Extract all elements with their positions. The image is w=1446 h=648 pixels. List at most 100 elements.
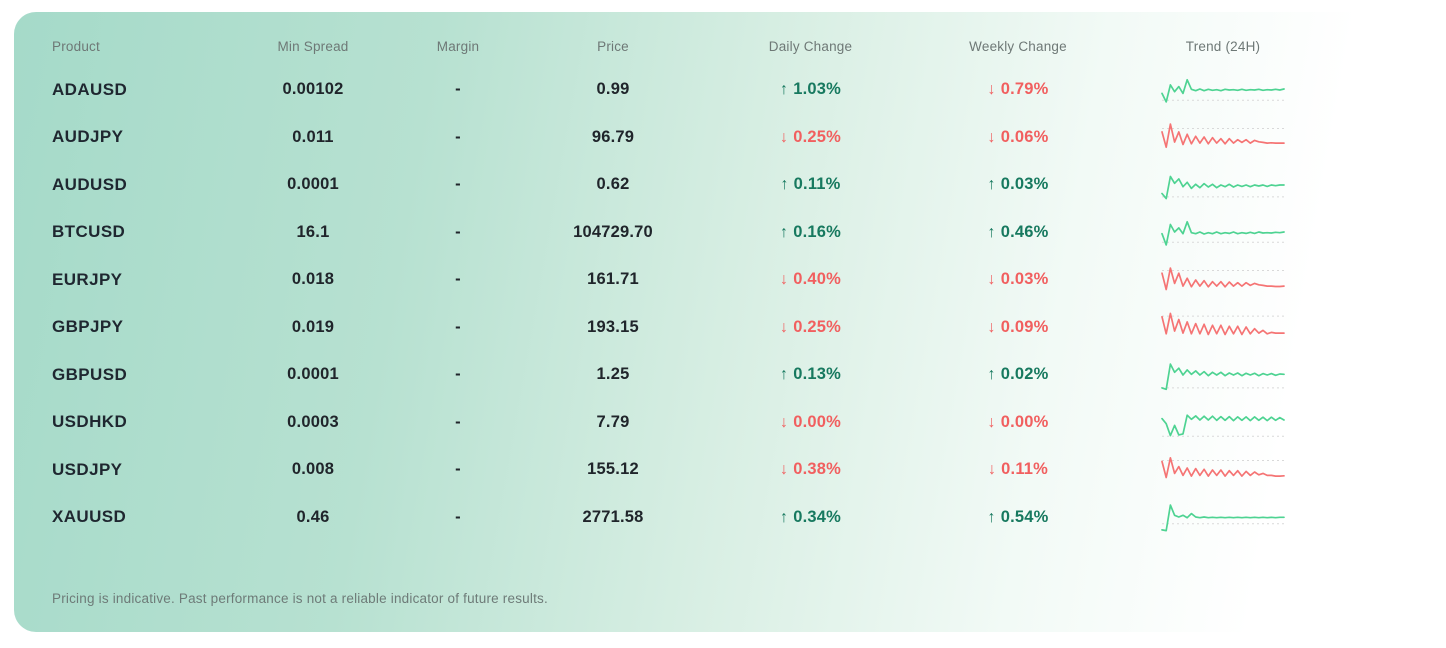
min-spread-value: 0.018 bbox=[291, 270, 335, 289]
change-value: 1.03% bbox=[793, 80, 841, 99]
change-value: 0.09% bbox=[1000, 317, 1049, 336]
column-header-min-spread: Min Spread bbox=[277, 38, 349, 54]
arrow-down-icon: ↓ bbox=[780, 318, 789, 336]
daily-change: ↓ 0.38% bbox=[708, 460, 913, 479]
product-name: GBPUSD bbox=[52, 364, 128, 384]
change-value: 0.38% bbox=[793, 460, 841, 479]
arrow-up-icon: ↑ bbox=[780, 176, 789, 194]
trend-cell bbox=[1123, 214, 1323, 250]
change-value: 0.11% bbox=[793, 175, 841, 194]
trend-sparkline bbox=[1161, 504, 1285, 532]
weekly-change: ↑ 0.02% bbox=[913, 365, 1123, 384]
table-row: GBPJPY 0.019-193.15 ↓ 0.25% ↓ 0.09% bbox=[38, 304, 1408, 352]
table-row: BTCUSD 16.1-104729.70 ↑ 0.16% ↑ 0.46% bbox=[38, 209, 1408, 257]
trend-sparkline bbox=[1161, 362, 1285, 390]
arrow-up-icon: ↑ bbox=[987, 223, 996, 241]
column-header-product: Product bbox=[52, 38, 100, 54]
trend-sparkline bbox=[1161, 312, 1285, 336]
change-value: 0.03% bbox=[1000, 270, 1049, 289]
price-value: 7.79 bbox=[596, 412, 630, 431]
price-value: 193.15 bbox=[587, 317, 639, 336]
arrow-down-icon: ↓ bbox=[780, 128, 789, 146]
table-row: USDHKD 0.0003-7.79 ↓ 0.00% ↓ 0.00% bbox=[38, 399, 1408, 447]
arrow-down-icon: ↓ bbox=[780, 271, 789, 289]
product-name: ADAUSD bbox=[52, 79, 128, 99]
trend-sparkline bbox=[1161, 266, 1285, 291]
product-name: AUDUSD bbox=[52, 174, 128, 194]
daily-change: ↑ 1.03% bbox=[708, 80, 913, 99]
arrow-up-icon: ↑ bbox=[987, 508, 996, 526]
change-value: 0.46% bbox=[1000, 222, 1049, 241]
trend-cell bbox=[1123, 72, 1323, 108]
price-value: 161.71 bbox=[587, 270, 639, 289]
arrow-up-icon: ↑ bbox=[780, 366, 789, 384]
weekly-change: ↑ 0.54% bbox=[913, 508, 1123, 527]
sparkline-path bbox=[1161, 221, 1285, 246]
price-value: 0.62 bbox=[596, 175, 630, 194]
trend-sparkline bbox=[1161, 78, 1285, 103]
pricing-table-card: Product Min Spread Margin Price Daily Ch… bbox=[14, 12, 1432, 632]
trend-cell bbox=[1123, 309, 1323, 345]
margin-value: - bbox=[455, 507, 461, 526]
sparkline-path bbox=[1161, 414, 1285, 437]
arrow-down-icon: ↓ bbox=[987, 413, 996, 431]
table-row: ADAUSD 0.00102-0.99 ↑ 1.03% ↓ 0.79% bbox=[38, 66, 1408, 114]
daily-change: ↓ 0.25% bbox=[708, 128, 913, 147]
trend-cell bbox=[1123, 499, 1323, 535]
daily-change: ↑ 0.16% bbox=[708, 223, 913, 242]
price-value: 2771.58 bbox=[582, 507, 644, 526]
arrow-down-icon: ↓ bbox=[780, 461, 789, 479]
change-value: 0.00% bbox=[793, 412, 841, 431]
weekly-change: ↑ 0.46% bbox=[913, 223, 1123, 242]
arrow-up-icon: ↑ bbox=[780, 81, 789, 99]
trend-sparkline bbox=[1161, 221, 1285, 246]
table-body: ADAUSD 0.00102-0.99 ↑ 1.03% ↓ 0.79% AUDJPY 0.01… bbox=[38, 66, 1408, 541]
column-header-price: Price bbox=[597, 38, 629, 54]
min-spread-value: 0.019 bbox=[291, 317, 335, 336]
trend-cell bbox=[1123, 167, 1323, 203]
change-value: 0.00% bbox=[1000, 412, 1049, 431]
min-spread-value: 0.00102 bbox=[282, 80, 344, 99]
min-spread-value: 0.0003 bbox=[287, 412, 339, 431]
weekly-change: ↓ 0.09% bbox=[913, 318, 1123, 337]
change-value: 0.06% bbox=[1000, 127, 1049, 146]
table-row: USDJPY 0.008-155.12 ↓ 0.38% ↓ 0.11% bbox=[38, 446, 1408, 494]
product-name: AUDJPY bbox=[52, 127, 124, 147]
margin-value: - bbox=[455, 127, 461, 146]
margin-value: - bbox=[455, 270, 461, 289]
product-name: USDJPY bbox=[52, 459, 123, 479]
margin-value: - bbox=[455, 175, 461, 194]
product-name: EURJPY bbox=[52, 269, 123, 289]
min-spread-value: 0.008 bbox=[291, 460, 335, 479]
column-header-daily-change: Daily Change bbox=[768, 38, 853, 54]
column-header-trend: Trend (24H) bbox=[1185, 38, 1261, 54]
change-value: 0.13% bbox=[793, 365, 841, 384]
change-value: 0.16% bbox=[793, 222, 841, 241]
column-header-weekly-change: Weekly Change bbox=[969, 38, 1067, 54]
column-header-margin: Margin bbox=[436, 38, 480, 54]
sparkline-path bbox=[1161, 123, 1285, 149]
sparkline-path bbox=[1161, 78, 1285, 103]
table-row: AUDUSD 0.0001-0.62 ↑ 0.11% ↑ 0.03% bbox=[38, 161, 1408, 209]
min-spread-value: 0.46 bbox=[296, 507, 330, 526]
change-value: 0.79% bbox=[1000, 80, 1049, 99]
daily-change: ↓ 0.40% bbox=[708, 270, 913, 289]
trend-cell bbox=[1123, 452, 1323, 488]
price-value: 0.99 bbox=[596, 80, 630, 99]
min-spread-value: 0.0001 bbox=[287, 365, 339, 384]
arrow-up-icon: ↑ bbox=[780, 223, 789, 241]
table-row: AUDJPY 0.011-96.79 ↓ 0.25% ↓ 0.06% bbox=[38, 114, 1408, 162]
weekly-change: ↑ 0.03% bbox=[913, 175, 1123, 194]
price-value: 1.25 bbox=[596, 365, 630, 384]
margin-value: - bbox=[455, 80, 461, 99]
sparkline-path bbox=[1161, 266, 1285, 291]
product-name: XAUUSD bbox=[52, 507, 127, 527]
price-value: 155.12 bbox=[587, 460, 639, 479]
margin-value: - bbox=[455, 365, 461, 384]
arrow-down-icon: ↓ bbox=[987, 128, 996, 146]
daily-change: ↓ 0.25% bbox=[708, 318, 913, 337]
price-value: 104729.70 bbox=[573, 222, 653, 241]
margin-value: - bbox=[455, 460, 461, 479]
table-header-row: Product Min Spread Margin Price Daily Ch… bbox=[38, 26, 1408, 66]
arrow-down-icon: ↓ bbox=[987, 461, 997, 479]
